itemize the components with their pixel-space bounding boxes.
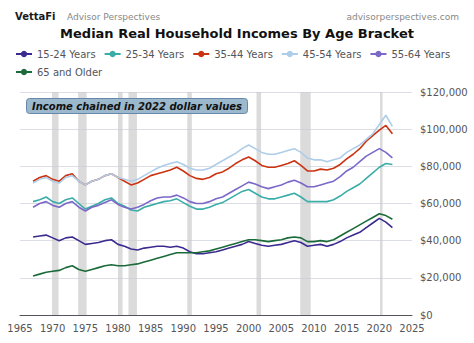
svg-text:2000: 2000 xyxy=(236,323,261,334)
svg-text:55-64 Years: 55-64 Years xyxy=(391,49,450,60)
svg-text:Advisor Perspectives: Advisor Perspectives xyxy=(67,12,160,22)
svg-text:2005: 2005 xyxy=(269,323,294,334)
svg-text:1970: 1970 xyxy=(40,323,65,334)
svg-text:advisorperspectives.com: advisorperspectives.com xyxy=(347,12,459,22)
svg-text:$40,000: $40,000 xyxy=(420,235,461,246)
svg-text:25-34 Years: 25-34 Years xyxy=(126,49,185,60)
svg-text:$0: $0 xyxy=(420,310,433,321)
svg-text:1995: 1995 xyxy=(203,323,228,334)
svg-text:Median Real Household Incomes: Median Real Household Incomes By Age Bra… xyxy=(60,26,414,41)
svg-text:Income chained in 2022 dollar: Income chained in 2022 dollar values xyxy=(32,101,242,112)
svg-text:2020: 2020 xyxy=(367,323,392,334)
svg-text:1985: 1985 xyxy=(138,323,163,334)
svg-text:$20,000: $20,000 xyxy=(420,272,461,283)
svg-text:$60,000: $60,000 xyxy=(420,198,461,209)
svg-text:VettaFi: VettaFi xyxy=(15,11,56,22)
svg-text:$80,000: $80,000 xyxy=(420,161,461,172)
svg-text:2015: 2015 xyxy=(334,323,359,334)
svg-text:2010: 2010 xyxy=(301,323,326,334)
svg-text:15-24 Years: 15-24 Years xyxy=(37,49,96,60)
svg-text:$120,000: $120,000 xyxy=(420,87,468,98)
svg-text:35-44 Years: 35-44 Years xyxy=(214,49,273,60)
svg-text:45-54 Years: 45-54 Years xyxy=(303,49,362,60)
svg-text:1975: 1975 xyxy=(73,323,98,334)
svg-text:65 and Older: 65 and Older xyxy=(37,67,103,78)
svg-text:1965: 1965 xyxy=(7,323,32,334)
svg-text:1990: 1990 xyxy=(171,323,196,334)
svg-text:1980: 1980 xyxy=(105,323,130,334)
svg-text:2025: 2025 xyxy=(399,323,424,334)
svg-text:$100,000: $100,000 xyxy=(420,124,468,135)
